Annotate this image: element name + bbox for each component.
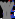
Text: ≈: ≈ (0, 0, 15, 14)
Text: ≈: ≈ (0, 0, 15, 14)
Text: ≈: ≈ (0, 2, 15, 19)
Text: HCOOa*+H*: HCOOa*+H* (6, 8, 15, 19)
Text: $\mathit{E}$barr=: $\mathit{E}$barr= (8, 0, 15, 7)
Text: COOH*+H*: COOH*+H* (6, 15, 15, 19)
Text: 1.31 eV: 1.31 eV (8, 14, 15, 19)
Text: $\mathit{E}$barr=: $\mathit{E}$barr= (5, 0, 15, 14)
Title: COOH pathway: COOH pathway (0, 0, 15, 6)
Bar (6, 7, 7, 8)
Text: ≈: ≈ (0, 0, 13, 14)
Text: CO*+OH+H*: CO*+OH+H* (10, 16, 15, 19)
Text: HCOOH*: HCOOH* (3, 7, 15, 19)
Text: CO₂*+2H*: CO₂*+2H* (12, 8, 15, 19)
Text: TS₂: TS₂ (0, 0, 15, 3)
Text: CO₂*+2H*: CO₂*+2H* (11, 15, 15, 19)
Text: ≈: ≈ (0, 2, 13, 19)
Bar (10, 15, 11, 16)
Text: 1.19 eV: 1.19 eV (7, 7, 15, 19)
Bar (7, 5, 8, 6)
Text: TS₁: TS₁ (0, 0, 15, 6)
Text: ≈: ≈ (0, 2, 15, 19)
Text: $\mathit{E}$barr=: $\mathit{E}$barr= (8, 0, 15, 14)
Text: $\mathit{E}$barr=: $\mathit{E}$barr= (7, 0, 15, 6)
Text: TS₄: TS₄ (0, 0, 15, 6)
Text: HCOOb*+H*: HCOOb*+H* (9, 7, 15, 19)
Text: 1.02 eV: 1.02 eV (8, 7, 15, 19)
Text: b: b (2, 10, 15, 19)
Text: TS₇: TS₇ (0, 0, 15, 13)
Text: HCOOH*: HCOOH* (3, 15, 15, 19)
Text: TS₆: TS₆ (0, 0, 15, 11)
Legend: Pd(111), Pd₁Ni₁(111), Transition state: Pd(111), Pd₁Ni₁(111), Transition state (9, 18, 15, 19)
Text: TS₃: TS₃ (0, 0, 15, 5)
Text: TS₅: TS₅ (0, 0, 15, 13)
Text: a: a (2, 2, 15, 19)
Text: 1.08 eV: 1.08 eV (5, 14, 15, 19)
Legend: Pd(111), Pd₁Ni₁(111), Transition state: Pd(111), Pd₁Ni₁(111), Transition state (9, 10, 15, 19)
